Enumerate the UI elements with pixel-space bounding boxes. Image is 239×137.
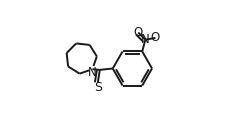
Text: N: N	[88, 66, 97, 79]
Text: S: S	[94, 81, 102, 94]
Text: N: N	[141, 33, 150, 46]
Text: O: O	[151, 31, 160, 44]
Text: O: O	[134, 26, 143, 39]
